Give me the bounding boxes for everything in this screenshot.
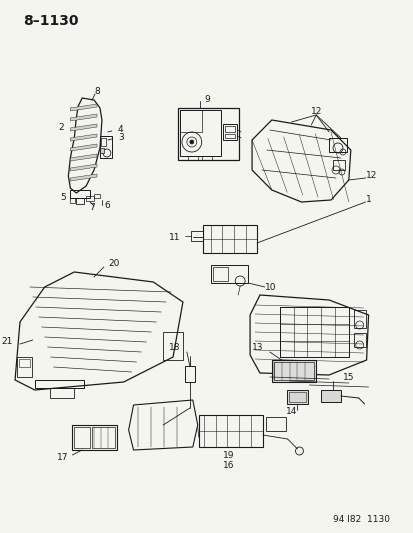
Text: 8–1130: 8–1130 bbox=[23, 14, 78, 28]
Text: 8: 8 bbox=[94, 87, 100, 96]
Polygon shape bbox=[70, 164, 97, 171]
Text: 4: 4 bbox=[117, 125, 123, 134]
Text: 20: 20 bbox=[108, 260, 119, 269]
Bar bbox=[35, 380, 84, 388]
Circle shape bbox=[190, 140, 193, 144]
Bar bbox=[180, 110, 221, 156]
Bar bbox=[202, 225, 256, 253]
Text: 7: 7 bbox=[89, 204, 95, 213]
Bar bbox=[225, 134, 235, 138]
Bar bbox=[273, 362, 313, 380]
Bar bbox=[212, 267, 228, 281]
Bar bbox=[101, 138, 106, 146]
Text: 18: 18 bbox=[169, 343, 180, 352]
Bar bbox=[86, 196, 94, 201]
Bar bbox=[286, 390, 308, 404]
Bar bbox=[76, 198, 84, 204]
Text: 5: 5 bbox=[60, 193, 66, 203]
Polygon shape bbox=[70, 144, 97, 151]
Bar bbox=[17, 357, 32, 377]
Bar bbox=[271, 360, 316, 382]
Bar bbox=[265, 417, 285, 431]
Polygon shape bbox=[70, 104, 97, 111]
Text: 3: 3 bbox=[119, 133, 124, 142]
Bar bbox=[94, 194, 100, 198]
Polygon shape bbox=[70, 134, 97, 141]
Bar bbox=[353, 310, 365, 328]
Bar bbox=[198, 415, 262, 447]
Polygon shape bbox=[70, 154, 97, 161]
Bar bbox=[70, 190, 90, 198]
Text: 1: 1 bbox=[365, 196, 370, 205]
Text: 9: 9 bbox=[204, 94, 210, 103]
Bar bbox=[353, 333, 365, 347]
Bar bbox=[332, 160, 344, 170]
Bar bbox=[100, 136, 112, 158]
Polygon shape bbox=[70, 174, 97, 181]
Text: 15: 15 bbox=[342, 374, 354, 383]
Text: 13: 13 bbox=[252, 343, 263, 352]
Text: 16: 16 bbox=[222, 461, 233, 470]
Bar bbox=[178, 108, 239, 160]
Bar bbox=[74, 427, 90, 448]
Bar bbox=[163, 332, 183, 360]
Bar bbox=[210, 265, 247, 283]
Bar bbox=[70, 198, 75, 203]
Bar bbox=[92, 427, 114, 448]
Text: 11: 11 bbox=[169, 232, 180, 241]
Polygon shape bbox=[70, 114, 97, 121]
Text: 94 I82  1130: 94 I82 1130 bbox=[332, 515, 389, 524]
Bar bbox=[279, 307, 348, 357]
Text: 2: 2 bbox=[59, 124, 64, 133]
Text: 12: 12 bbox=[365, 171, 376, 180]
Bar bbox=[180, 110, 201, 132]
Bar bbox=[225, 126, 235, 132]
Bar bbox=[72, 425, 116, 450]
Text: 21: 21 bbox=[2, 337, 13, 346]
Polygon shape bbox=[70, 124, 97, 131]
Bar bbox=[288, 392, 306, 402]
Bar bbox=[19, 359, 30, 367]
Bar bbox=[100, 148, 104, 153]
Text: 12: 12 bbox=[310, 108, 321, 117]
Bar bbox=[188, 156, 197, 160]
Text: 14: 14 bbox=[285, 408, 297, 416]
Text: 19: 19 bbox=[222, 450, 233, 459]
Bar bbox=[223, 124, 237, 140]
Bar bbox=[201, 156, 211, 160]
Text: 6: 6 bbox=[104, 201, 109, 211]
Bar bbox=[328, 138, 346, 152]
Text: 17: 17 bbox=[57, 453, 68, 462]
Bar bbox=[50, 388, 74, 398]
Bar bbox=[190, 231, 202, 241]
Bar bbox=[320, 390, 340, 402]
Bar bbox=[185, 366, 194, 382]
Text: 10: 10 bbox=[264, 282, 276, 292]
